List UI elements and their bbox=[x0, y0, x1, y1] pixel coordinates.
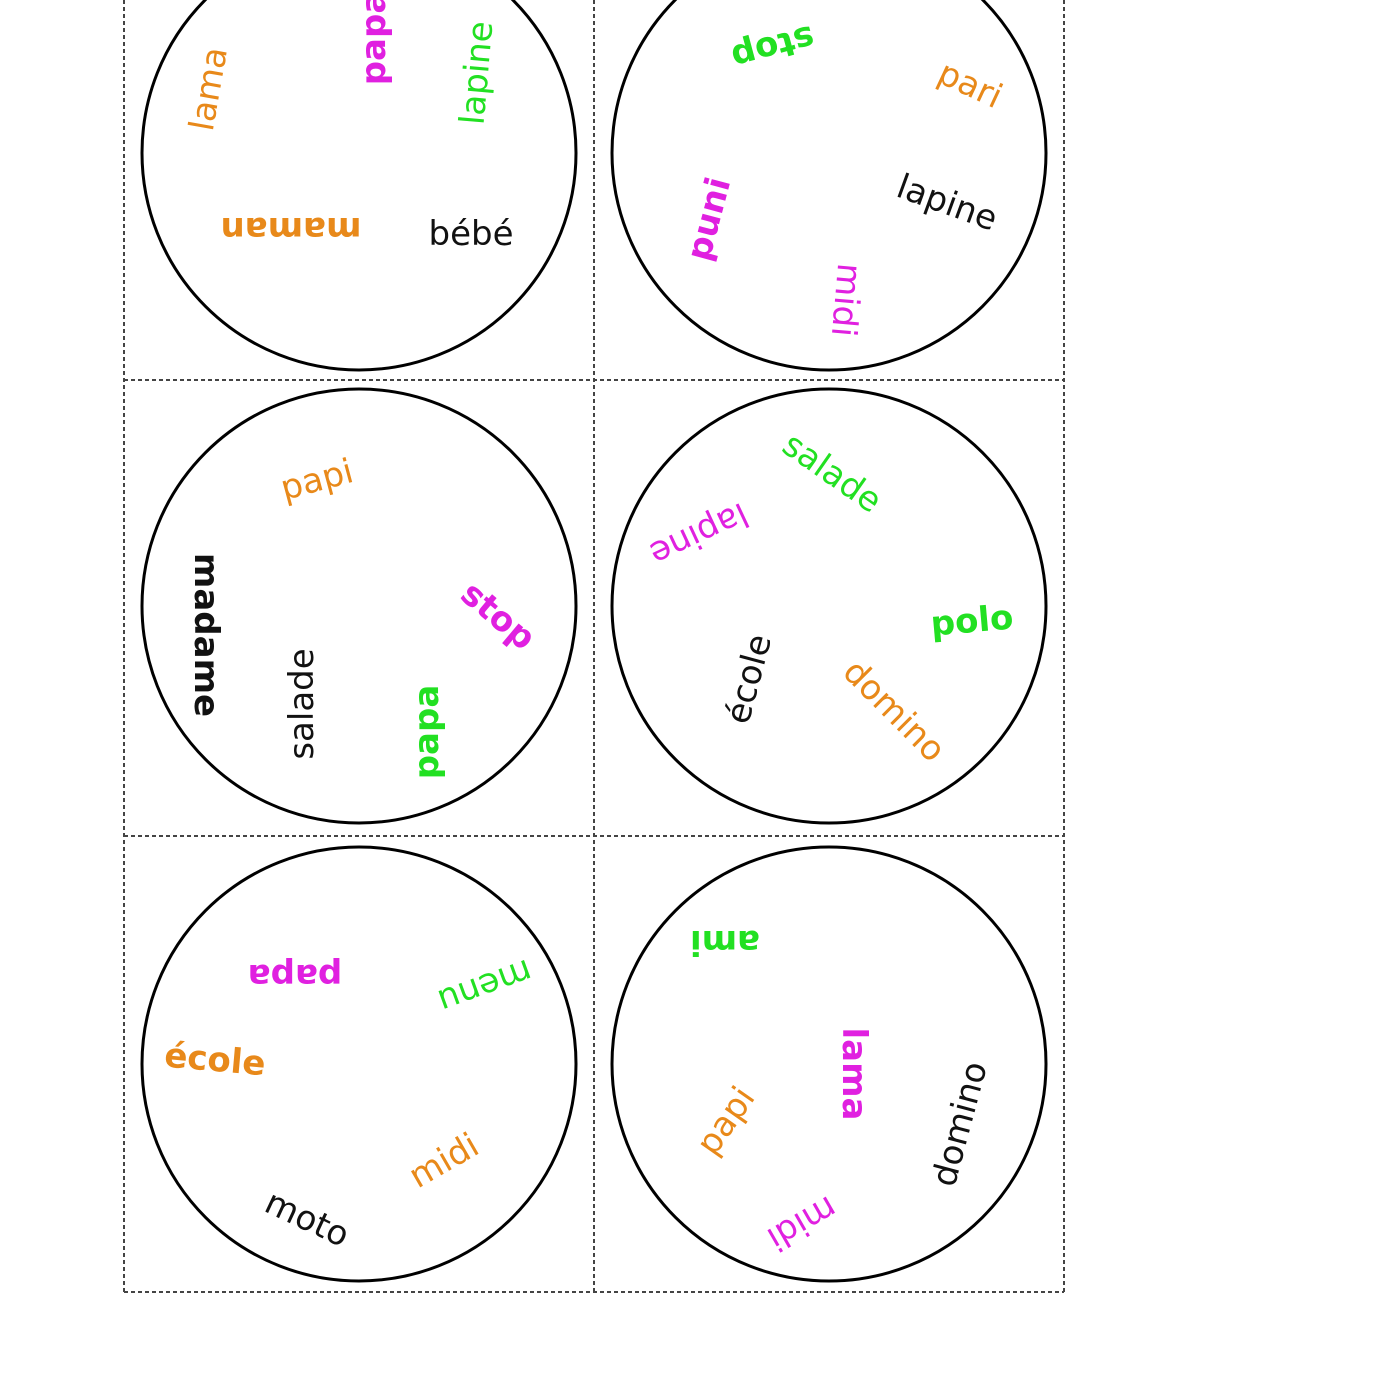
card-word: papa bbox=[354, 0, 394, 85]
card-circle bbox=[610, 387, 1048, 825]
card-word: salade bbox=[282, 648, 322, 759]
card-word: polo bbox=[929, 597, 1015, 644]
card-circle bbox=[140, 0, 578, 372]
card-word: maman bbox=[221, 209, 362, 249]
card-circle bbox=[610, 845, 1048, 1283]
card-word: papa bbox=[407, 685, 447, 780]
card-word: midi bbox=[823, 262, 869, 339]
card-word: bébé bbox=[429, 214, 514, 254]
card-word: papa bbox=[248, 956, 343, 996]
card-word: madame bbox=[186, 553, 226, 717]
card-circle bbox=[140, 387, 578, 825]
card-word: ami bbox=[690, 922, 760, 962]
card-word: école bbox=[163, 1036, 267, 1085]
card-circle bbox=[140, 845, 578, 1283]
card-word: lama bbox=[834, 1028, 874, 1121]
card-word: lapine bbox=[453, 20, 502, 127]
card-circle bbox=[610, 0, 1048, 372]
